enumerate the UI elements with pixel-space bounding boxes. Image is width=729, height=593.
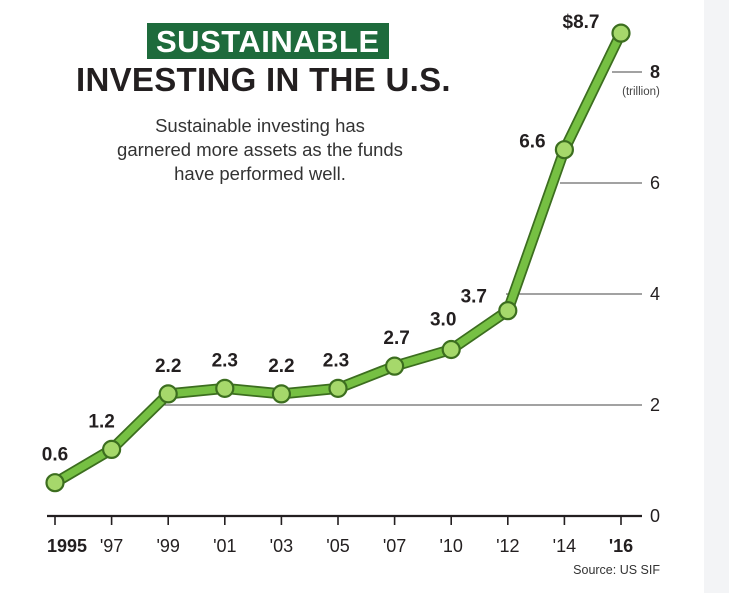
- x-tick-label: '05: [326, 536, 349, 556]
- x-tick-label: '16: [609, 536, 633, 556]
- x-tick-label: '01: [213, 536, 236, 556]
- data-label: 2.3: [212, 350, 238, 371]
- data-point: [385, 356, 405, 376]
- y-tick-label: 0: [650, 506, 660, 526]
- x-axis: 1995 '97 '99 '01 '03 '05 '07 '10 '12 '14 '16: [47, 516, 633, 556]
- series-line-outline: [49, 27, 627, 489]
- data-label: $8.7: [563, 12, 600, 33]
- data-label: 2.2: [155, 356, 181, 377]
- y-tick-label: 4: [650, 284, 660, 304]
- chart-title: INVESTING IN THE U.S.: [76, 61, 451, 98]
- data-labels: 0.6 1.2 2.2 2.3 2.2 2.3 2.7 3.03.7 6.6 $8.7: [42, 12, 600, 466]
- subtitle-line: Sustainable investing has: [155, 115, 365, 136]
- data-label: 6.6: [519, 132, 545, 153]
- data-point: [158, 384, 178, 404]
- data-label: 3.0: [430, 310, 456, 331]
- data-point: [441, 339, 461, 360]
- y-tick-label: 8: [650, 62, 660, 82]
- subtitle-line: garnered more assets as the funds: [117, 139, 403, 160]
- data-points: [45, 23, 631, 493]
- chart-subtitle: Sustainable investing has garnered more …: [95, 114, 425, 186]
- data-label: 1.2: [88, 411, 114, 432]
- data-point: [611, 23, 631, 43]
- x-tick-label: '07: [383, 536, 406, 556]
- data-point: [215, 378, 235, 398]
- data-label: 0.6: [42, 445, 68, 466]
- x-tick-label: '03: [270, 536, 293, 556]
- data-label: 2.2: [268, 356, 294, 377]
- x-tick-label: '12: [496, 536, 519, 556]
- x-tick-label: '99: [156, 536, 179, 556]
- y-unit-label: (trillion): [622, 86, 660, 98]
- data-label: 2.3: [323, 350, 349, 371]
- x-tick-label: '97: [100, 536, 123, 556]
- y-tick-label: 2: [650, 395, 660, 415]
- data-point: [498, 301, 518, 321]
- grid-lines: [47, 71, 642, 518]
- x-tick-label: '10: [439, 536, 462, 556]
- y-tick-label: 6: [650, 173, 660, 193]
- series-line: [49, 27, 627, 489]
- data-label: 2.7: [383, 328, 409, 349]
- data-label: 3.7: [461, 287, 487, 308]
- data-point: [45, 473, 65, 493]
- chart-title-badge: SUSTAINABLE: [147, 23, 389, 59]
- data-point: [271, 384, 291, 404]
- y-axis-ticks: 0 2 4 6 8: [650, 62, 660, 526]
- x-tick-label: 1995: [47, 536, 87, 556]
- x-tick-label: '14: [553, 536, 576, 556]
- subtitle-line: have performed well.: [174, 163, 346, 184]
- data-point: [328, 378, 348, 398]
- source-note: Source: US SIF: [573, 563, 660, 577]
- page-side-strip: [704, 0, 729, 593]
- line-chart: 1995 '97 '99 '01 '03 '05 '07 '10 '12 '14 '16 0.6 1.…: [42, 12, 661, 577]
- data-point: [101, 439, 122, 459]
- data-point: [554, 140, 575, 160]
